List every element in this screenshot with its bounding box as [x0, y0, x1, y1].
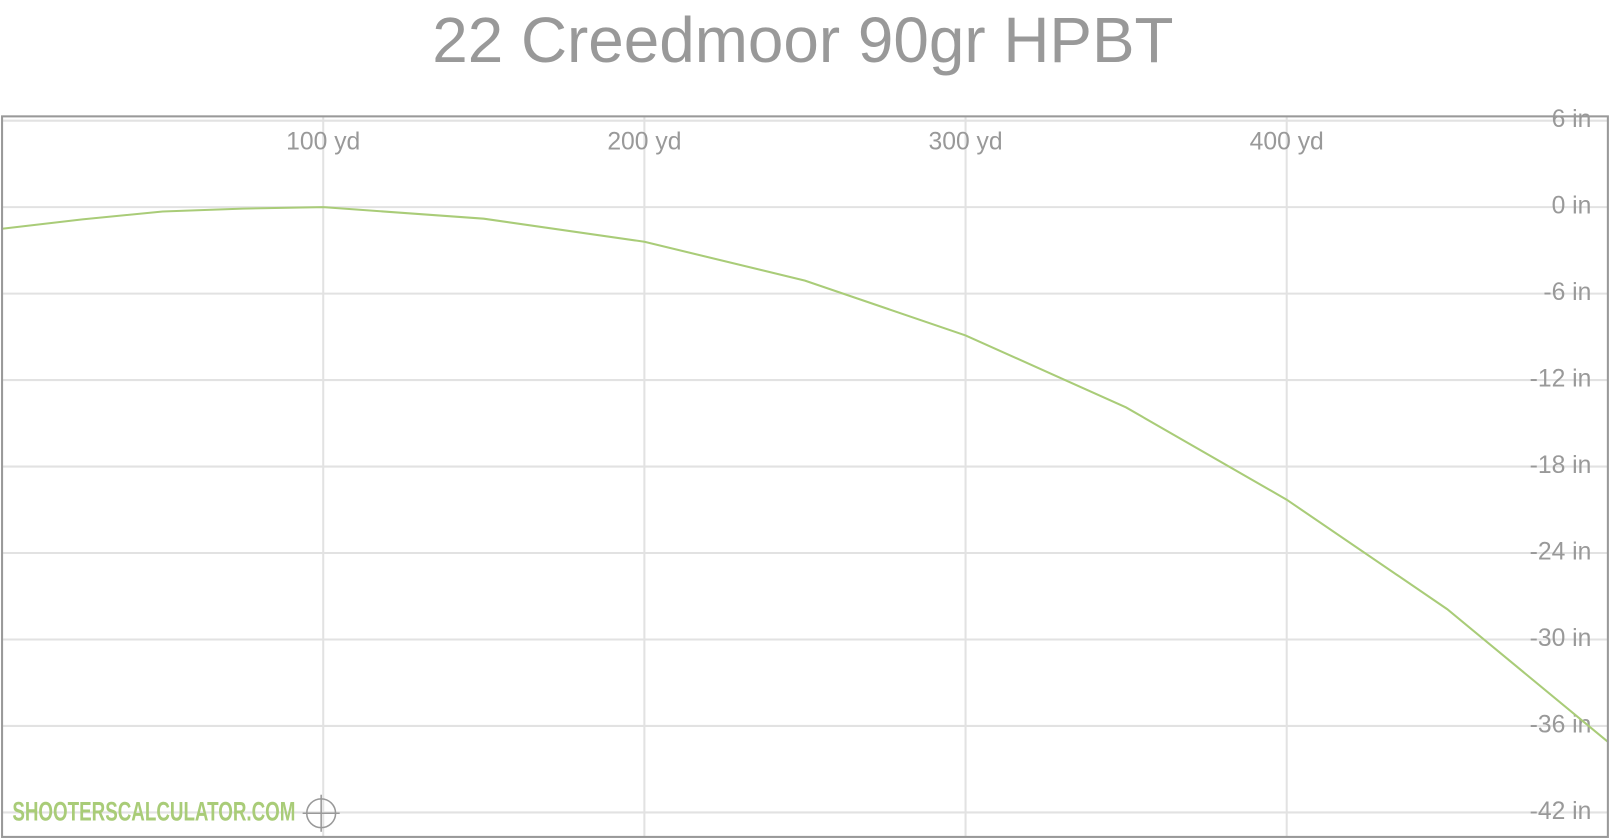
chart-title: 22 Creedmoor 90gr HPBT [432, 4, 1173, 76]
x-tick-label: 300 yd [928, 129, 1002, 156]
y-tick-label: 6 in [1552, 106, 1592, 133]
y-tick-label: -24 in [1530, 539, 1592, 566]
crosshair-icon [302, 794, 340, 832]
y-tick-label: -18 in [1530, 452, 1592, 479]
plot-border [1, 115, 1609, 838]
watermark: SHOOTERSCALCULATOR.COM [12, 796, 295, 826]
y-tick-label: -36 in [1530, 711, 1592, 738]
x-tick-label: 400 yd [1250, 129, 1324, 156]
x-tick-label: 100 yd [286, 129, 360, 156]
y-tick-label: -42 in [1530, 798, 1592, 825]
y-tick-label: -12 in [1530, 366, 1592, 393]
y-tick-label: 0 in [1552, 193, 1592, 220]
y-tick-label: -6 in [1543, 279, 1591, 306]
trajectory-line [1, 206, 1609, 743]
x-tick-label: 200 yd [607, 129, 681, 156]
plot-area: 6 in 0 in -6 in -12 in -18 in -24 in -30 in -36… [1, 106, 1609, 837]
y-tick-label: -30 in [1530, 625, 1592, 652]
